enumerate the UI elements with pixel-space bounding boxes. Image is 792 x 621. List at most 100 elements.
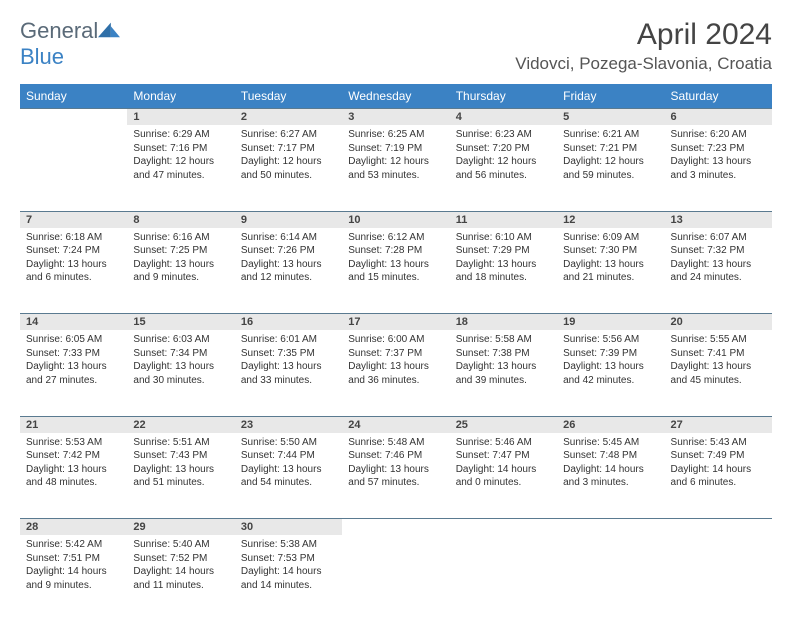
- logo-word2: Blue: [20, 44, 64, 69]
- day-number-cell: 18: [450, 314, 557, 331]
- daylight-text: Daylight: 13 hours and 57 minutes.: [348, 463, 443, 490]
- day-number: 21: [26, 419, 38, 431]
- day-number: 12: [563, 214, 575, 226]
- day-content-cell: Sunrise: 6:14 AMSunset: 7:26 PMDaylight:…: [235, 228, 342, 314]
- sunrise-text: Sunrise: 6:21 AM: [563, 128, 658, 142]
- sunset-text: Sunset: 7:38 PM: [456, 347, 551, 361]
- day-content-cell: Sunrise: 6:23 AMSunset: 7:20 PMDaylight:…: [450, 125, 557, 211]
- day-number-row: 123456: [20, 109, 772, 126]
- logo: General Blue: [20, 18, 120, 70]
- sunrise-text: Sunrise: 6:07 AM: [671, 231, 766, 245]
- day-content-cell: Sunrise: 6:18 AMSunset: 7:24 PMDaylight:…: [20, 228, 127, 314]
- day-content-cell: Sunrise: 6:20 AMSunset: 7:23 PMDaylight:…: [665, 125, 772, 211]
- day-number-cell: 24: [342, 416, 449, 433]
- day-content-cell: Sunrise: 6:00 AMSunset: 7:37 PMDaylight:…: [342, 330, 449, 416]
- sunset-text: Sunset: 7:34 PM: [133, 347, 228, 361]
- day-number: 15: [133, 316, 145, 328]
- day-content-cell: [20, 125, 127, 211]
- day-content-cell: Sunrise: 6:03 AMSunset: 7:34 PMDaylight:…: [127, 330, 234, 416]
- day-content-cell: Sunrise: 5:48 AMSunset: 7:46 PMDaylight:…: [342, 433, 449, 519]
- daylight-text: Daylight: 13 hours and 36 minutes.: [348, 360, 443, 387]
- day-number-row: 282930: [20, 519, 772, 536]
- day-content-cell: Sunrise: 6:16 AMSunset: 7:25 PMDaylight:…: [127, 228, 234, 314]
- day-content-row: Sunrise: 5:53 AMSunset: 7:42 PM Daylight:…: [20, 433, 772, 519]
- day-number: 18: [456, 316, 468, 328]
- day-number-cell: 14: [20, 314, 127, 331]
- sunset-text: Sunset: 7:46 PM: [348, 449, 443, 463]
- sunset-text: Sunset: 7:24 PM: [26, 244, 121, 258]
- sunset-text: Sunset: 7:16 PM: [133, 142, 228, 156]
- sunrise-text: Sunrise: 5:56 AM: [563, 333, 658, 347]
- day-content-row: Sunrise: 6:29 AMSunset: 7:16 PMDaylight:…: [20, 125, 772, 211]
- weekday-header: Sunday: [20, 84, 127, 109]
- day-number: 7: [26, 214, 32, 226]
- sunset-text: Sunset: 7:47 PM: [456, 449, 551, 463]
- day-number-cell: 27: [665, 416, 772, 433]
- day-number: 17: [348, 316, 360, 328]
- day-number-cell: 19: [557, 314, 664, 331]
- day-number: 24: [348, 419, 360, 431]
- day-content-cell: [665, 535, 772, 621]
- sunset-text: Sunset: 7:19 PM: [348, 142, 443, 156]
- day-content-cell: Sunrise: 5:50 AMSunset: 7:44 PMDaylight:…: [235, 433, 342, 519]
- logo-mark-icon: [98, 20, 120, 38]
- sunrise-text: Sunrise: 5:53 AM: [26, 436, 121, 450]
- sunrise-text: Sunrise: 5:48 AM: [348, 436, 443, 450]
- weekday-header: Friday: [557, 84, 664, 109]
- sunset-text: Sunset: 7:42 PM: [26, 449, 121, 463]
- day-content-cell: Sunrise: 6:07 AMSunset: 7:32 PMDaylight:…: [665, 228, 772, 314]
- day-number-row: 21222324252627: [20, 416, 772, 433]
- daylight-text: Daylight: 14 hours and 11 minutes.: [133, 565, 228, 592]
- day-number-cell: 13: [665, 211, 772, 228]
- day-number: 10: [348, 214, 360, 226]
- sunrise-text: Sunrise: 5:50 AM: [241, 436, 336, 450]
- day-number: 11: [456, 214, 468, 226]
- sunset-text: Sunset: 7:51 PM: [26, 552, 121, 566]
- day-number: 26: [563, 419, 575, 431]
- sunset-text: Sunset: 7:52 PM: [133, 552, 228, 566]
- day-number: 20: [671, 316, 683, 328]
- sunrise-text: Sunrise: 5:58 AM: [456, 333, 551, 347]
- sunrise-text: Sunrise: 6:18 AM: [26, 231, 121, 245]
- weekday-header: Thursday: [450, 84, 557, 109]
- daylight-text: Daylight: 12 hours and 53 minutes.: [348, 155, 443, 182]
- day-number: 29: [133, 521, 145, 533]
- sunset-text: Sunset: 7:37 PM: [348, 347, 443, 361]
- day-content-cell: Sunrise: 5:45 AMSunset: 7:48 PMDaylight:…: [557, 433, 664, 519]
- day-content-cell: [557, 535, 664, 621]
- logo-word1: General: [20, 18, 98, 43]
- day-content-cell: Sunrise: 5:56 AMSunset: 7:39 PMDaylight:…: [557, 330, 664, 416]
- day-number-cell: 12: [557, 211, 664, 228]
- day-number: 2: [241, 111, 247, 123]
- sunset-text: Sunset: 7:48 PM: [563, 449, 658, 463]
- day-number-cell: 4: [450, 109, 557, 126]
- sunset-text: Sunset: 7:17 PM: [241, 142, 336, 156]
- sunrise-text: Sunrise: 5:55 AM: [671, 333, 766, 347]
- sunrise-text: Sunrise: 6:20 AM: [671, 128, 766, 142]
- daylight-text: Daylight: 14 hours and 3 minutes.: [563, 463, 658, 490]
- day-number-cell: [342, 519, 449, 536]
- sunrise-text: Sunrise: 6:01 AM: [241, 333, 336, 347]
- day-number: 23: [241, 419, 253, 431]
- daylight-text: Daylight: 13 hours and 15 minutes.: [348, 258, 443, 285]
- daylight-text: Daylight: 13 hours and 54 minutes.: [241, 463, 336, 490]
- daylight-text: Daylight: 12 hours and 59 minutes.: [563, 155, 658, 182]
- day-content-cell: Sunrise: 6:29 AMSunset: 7:16 PMDaylight:…: [127, 125, 234, 211]
- day-number-cell: 6: [665, 109, 772, 126]
- day-number: 27: [671, 419, 683, 431]
- sunrise-text: Sunrise: 5:38 AM: [241, 538, 336, 552]
- day-number-cell: 16: [235, 314, 342, 331]
- day-content-cell: Sunrise: 5:55 AMSunset: 7:41 PMDaylight:…: [665, 330, 772, 416]
- day-number-cell: 9: [235, 211, 342, 228]
- sunrise-text: Sunrise: 6:05 AM: [26, 333, 121, 347]
- sunset-text: Sunset: 7:44 PM: [241, 449, 336, 463]
- day-number: 1: [133, 111, 139, 123]
- daylight-text: Daylight: 13 hours and 30 minutes.: [133, 360, 228, 387]
- sunset-text: Sunset: 7:21 PM: [563, 142, 658, 156]
- sunrise-text: Sunrise: 6:09 AM: [563, 231, 658, 245]
- day-number: 25: [456, 419, 468, 431]
- sunrise-text: Sunrise: 5:40 AM: [133, 538, 228, 552]
- day-content-cell: Sunrise: 5:40 AMSunset: 7:52 PMDaylight:…: [127, 535, 234, 621]
- daylight-text: Daylight: 13 hours and 33 minutes.: [241, 360, 336, 387]
- sunrise-text: Sunrise: 5:43 AM: [671, 436, 766, 450]
